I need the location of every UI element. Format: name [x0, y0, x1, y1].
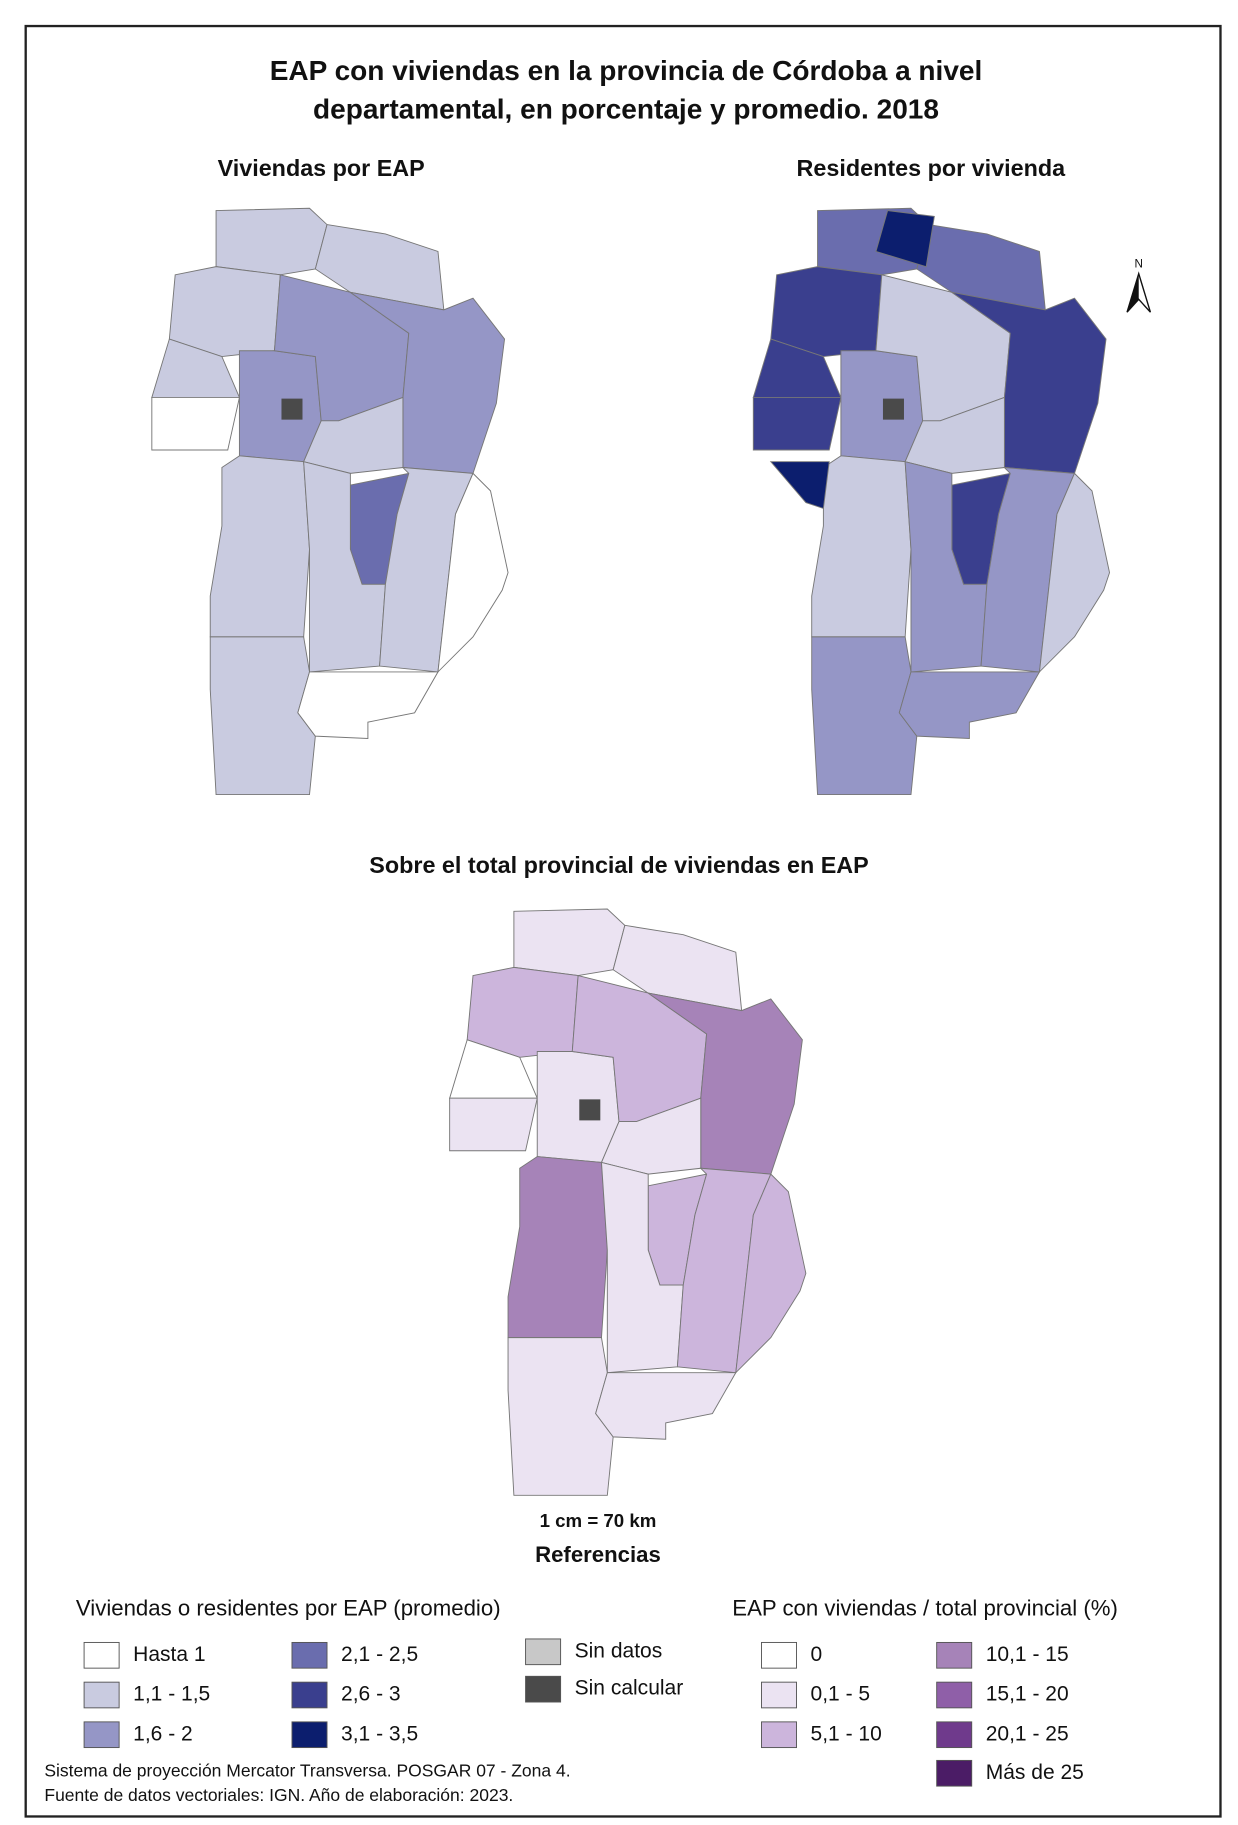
department	[297, 671, 439, 739]
department	[735, 1173, 807, 1374]
legend-label: 0	[811, 1643, 823, 1666]
department	[350, 291, 506, 474]
department	[951, 291, 1107, 474]
legend-label: 5,1 - 10	[811, 1722, 882, 1745]
legend-swatch	[761, 1641, 797, 1669]
department	[215, 207, 328, 276]
title-line: departamental, en porcentaje y promedio.…	[313, 94, 939, 125]
legend-label: 0,1 - 5	[811, 1683, 871, 1706]
map-title: Sobre el total provincial de viviendas e…	[369, 852, 868, 878]
footer: Sistema de proyección Mercator Transvers…	[44, 1761, 570, 1781]
legend-label: 10,1 - 15	[986, 1643, 1069, 1666]
department	[536, 1051, 620, 1163]
map	[752, 207, 1111, 796]
department	[752, 396, 842, 451]
legend-title: Referencias	[535, 1542, 661, 1567]
legend-label: 1,6 - 2	[133, 1722, 193, 1745]
department	[437, 472, 509, 674]
legend-group-title: EAP con viviendas / total provincial (%)	[732, 1596, 1118, 1621]
legend-group-title: Viviendas o residentes por EAP (promedio…	[76, 1596, 501, 1621]
department	[647, 992, 803, 1175]
department	[904, 461, 988, 673]
department	[595, 1372, 737, 1440]
capital-square	[281, 398, 303, 420]
legend-swatch	[936, 1641, 973, 1669]
legend-label: 15,1 - 20	[986, 1683, 1069, 1706]
legend-label: 20,1 - 25	[986, 1722, 1069, 1745]
department	[151, 396, 241, 451]
legend-label: Más de 25	[986, 1761, 1084, 1784]
department	[209, 455, 310, 638]
legend-swatch	[291, 1721, 328, 1749]
scale: 1 cm = 70 km	[540, 1510, 657, 1531]
department	[168, 266, 281, 358]
footer: Fuente de datos vectoriales: IGN. Año de…	[44, 1785, 513, 1805]
legend-label: 3,1 - 3,5	[341, 1722, 418, 1745]
department	[466, 966, 579, 1058]
legend-swatch	[83, 1721, 120, 1749]
department	[600, 1161, 684, 1374]
legend-swatch	[936, 1759, 973, 1787]
legend-swatch	[83, 1681, 120, 1709]
department	[303, 461, 386, 673]
department	[1038, 472, 1111, 674]
legend-label: Sin calcular	[575, 1677, 684, 1700]
department	[840, 350, 924, 463]
legend-label: Hasta 1	[133, 1643, 205, 1666]
legend-swatch	[761, 1721, 797, 1749]
capital-square	[579, 1099, 601, 1121]
title-line: EAP con viviendas en la provincia de Cór…	[270, 55, 983, 86]
map	[449, 908, 807, 1496]
map-title: Viviendas por EAP	[218, 155, 425, 181]
department	[875, 210, 935, 268]
capital-square	[882, 398, 904, 420]
legend-swatch	[525, 1675, 562, 1703]
legend-label: 2,1 - 2,5	[341, 1643, 418, 1666]
department	[769, 461, 830, 510]
legend-swatch	[936, 1681, 973, 1709]
legend-swatch	[936, 1721, 973, 1749]
legend-label: 1,1 - 1,5	[133, 1683, 210, 1706]
department	[449, 1097, 538, 1152]
maps	[151, 207, 1111, 1496]
department	[898, 671, 1041, 739]
legend-swatch	[291, 1641, 328, 1669]
legend-label: Sin datos	[575, 1639, 663, 1662]
north-label: N	[1135, 257, 1143, 270]
map-title: Residentes por vivienda	[797, 155, 1067, 181]
legend-swatch	[291, 1681, 328, 1709]
north-arrow: N	[1126, 257, 1152, 313]
department	[770, 266, 883, 358]
legend-swatch	[761, 1681, 797, 1709]
department	[513, 908, 626, 977]
department	[238, 350, 322, 463]
legend-swatch	[83, 1641, 120, 1669]
department	[507, 1156, 608, 1339]
map	[151, 207, 509, 796]
legend-swatch	[525, 1638, 562, 1666]
legend-label: 2,6 - 3	[341, 1683, 401, 1706]
legend: Viviendas o residentes por EAP (promedio…	[76, 1596, 1118, 1787]
